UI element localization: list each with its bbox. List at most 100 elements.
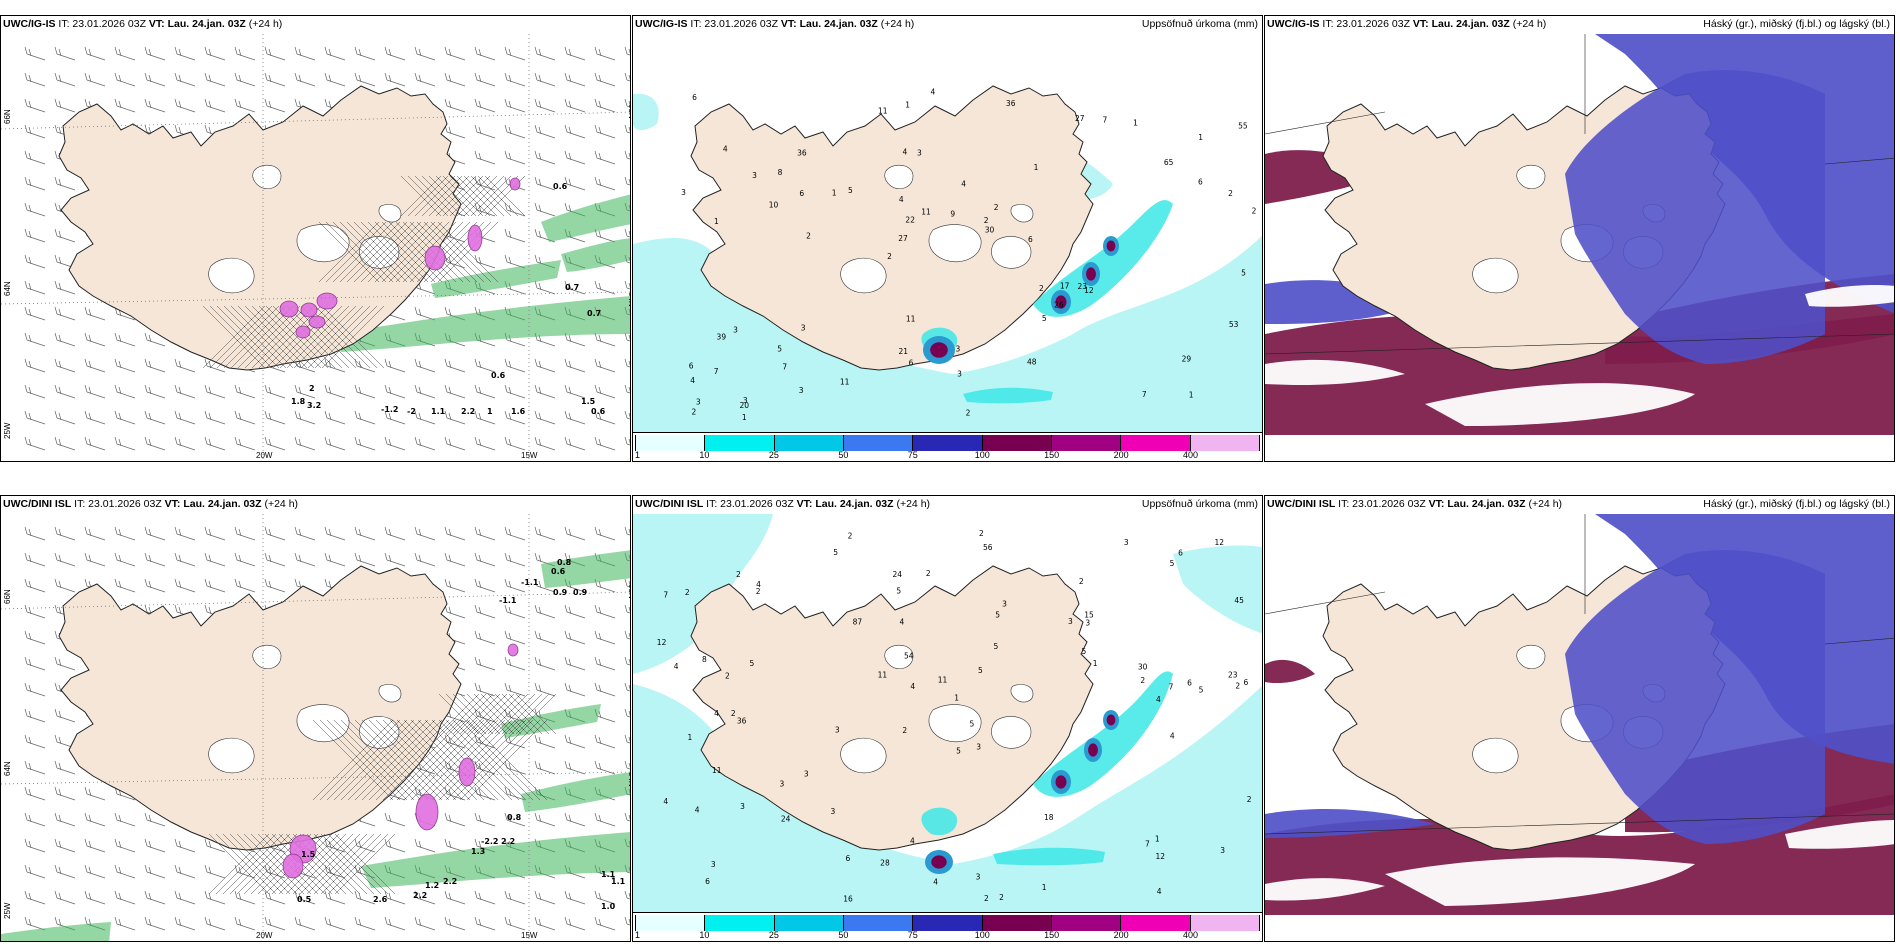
hatch-line	[449, 175, 491, 217]
wind-barb	[54, 306, 76, 321]
init-time: IT: 23.01.2026 03Z	[1322, 18, 1410, 30]
wind-barb	[114, 358, 136, 373]
wind-barb	[354, 384, 376, 399]
wind-barb	[54, 98, 76, 113]
wind-barb	[624, 760, 630, 770]
hatch-line	[459, 719, 541, 801]
wind-barb	[444, 734, 466, 749]
precip-value-label: 3	[1068, 617, 1073, 626]
wind-barb	[114, 552, 136, 567]
wind-barb	[204, 358, 226, 373]
wind-barb	[624, 72, 630, 82]
wind-barb	[84, 72, 106, 87]
hatch-line	[445, 693, 487, 735]
wind-barb	[384, 526, 406, 541]
valid-time-label: VT:	[780, 18, 797, 30]
wind-barb	[324, 436, 346, 451]
precip-value-label: 1	[1189, 391, 1194, 400]
precip-value-label: 3	[711, 860, 716, 869]
wind-value-label: 3.2	[307, 401, 321, 410]
wind-barb	[24, 358, 46, 373]
precip-value-label: 5	[848, 186, 853, 195]
wind-gust-band	[1, 922, 111, 941]
lat-label-right: 64N	[627, 772, 631, 787]
hatch-line	[312, 719, 394, 801]
precip-value-label: 4	[663, 797, 668, 806]
wind-barb	[24, 202, 46, 217]
precip-value-label: 5	[1042, 314, 1047, 323]
glacier-outline	[1472, 737, 1519, 774]
hatch-line	[416, 221, 478, 283]
wind-barb	[474, 124, 496, 139]
wind-value-label: 0.8	[557, 558, 572, 567]
precip-value-label: 7	[1142, 390, 1147, 399]
wind-barb	[414, 838, 436, 853]
precip-value-label: 5	[1199, 685, 1204, 694]
precip-value-label: 6	[909, 358, 914, 367]
wind-barb	[204, 838, 226, 853]
wind-value-label: 0.7	[587, 309, 601, 318]
snow-intensity-blob	[282, 853, 304, 879]
wind-barb	[534, 604, 556, 619]
precip-value-label: 2	[984, 894, 989, 903]
precip-value-label: 6	[1244, 678, 1249, 687]
hatch-line	[326, 719, 408, 801]
precip-value-label: 4	[910, 837, 915, 846]
precip-value-label: 4	[714, 709, 719, 718]
low-cloud-area	[1385, 857, 1695, 906]
colorbar-swatch	[635, 915, 706, 931]
precip-value-label: 4	[899, 617, 904, 626]
wind-barb	[414, 72, 436, 87]
precip-value-label: 3	[835, 726, 840, 735]
wind-barb	[54, 786, 76, 801]
wind-value-label: -1.1	[499, 596, 517, 605]
wind-barb	[24, 254, 46, 269]
hatch-line	[319, 719, 401, 801]
wind-barb	[354, 72, 376, 87]
precip-value-label: 11	[921, 207, 931, 216]
wind-value-label: 1.0	[601, 902, 616, 911]
precip-value-label: 5	[1170, 559, 1175, 568]
lat-label: 25W	[3, 902, 12, 919]
colorbar: 1 10 25 50 75 100 150 200 400	[633, 912, 1262, 941]
wind-barb	[564, 98, 586, 113]
wind-gust-band	[541, 550, 630, 588]
wind-barb	[414, 306, 436, 321]
wind-value-label: 0.8	[507, 813, 522, 822]
wind-barb	[534, 98, 556, 113]
wind-value-label: 0.5	[297, 895, 312, 904]
wind-value-label: 2.2	[413, 891, 427, 900]
wind-barb	[534, 916, 556, 931]
wind-barb	[114, 864, 136, 879]
wind-barb	[564, 436, 586, 451]
wind-barb	[504, 98, 526, 113]
low-cloud-area	[1265, 359, 1405, 385]
wind-value-label: 0.7	[565, 283, 579, 292]
wind-barb	[474, 890, 496, 905]
wind-barb	[534, 436, 556, 451]
wind-barb	[84, 786, 106, 801]
precip-value-label: 24	[781, 815, 791, 824]
precip-value-label: 4	[899, 195, 904, 204]
lat-label: 25W	[3, 422, 12, 439]
wind-barb	[264, 864, 286, 879]
wind-barb	[444, 838, 466, 853]
wind-barb	[204, 890, 226, 905]
hatch-line	[381, 221, 443, 283]
precip-mid-area	[921, 807, 958, 836]
hatch-line	[396, 719, 478, 801]
low-cloud-area	[1785, 820, 1894, 849]
precip-value-label: 9	[950, 210, 955, 219]
low-cloud-area	[1425, 383, 1695, 426]
wind-barb	[534, 280, 556, 295]
wind-barb	[504, 436, 526, 451]
snow-intensity-blob	[458, 757, 476, 787]
wind-barb	[24, 812, 46, 827]
precip-value-label: 8	[702, 655, 707, 664]
init-time: IT: 23.01.2026 03Z	[690, 18, 778, 30]
colorbar-swatches	[635, 435, 1260, 451]
wind-barb	[144, 72, 166, 87]
wind-barb	[324, 552, 346, 567]
wind-barb	[624, 176, 630, 186]
wind-barb	[24, 838, 46, 853]
